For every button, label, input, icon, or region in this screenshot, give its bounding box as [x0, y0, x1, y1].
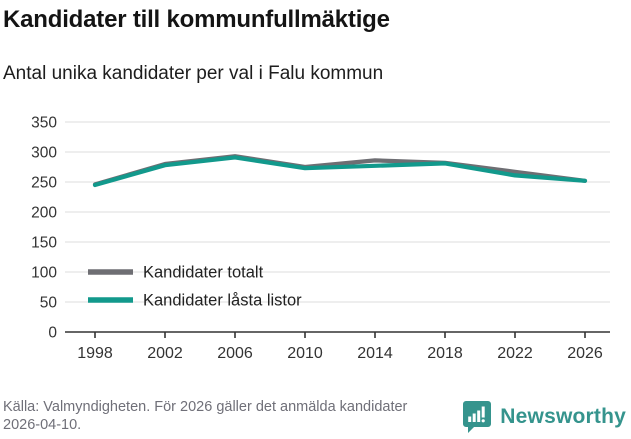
y-tick-label: 350 — [31, 115, 57, 132]
chart-canvas: 0 50 100 150 200 250 300 350 1998 2002 2006 2010 201… — [31, 115, 610, 362]
newsworthy-bubble-icon — [463, 401, 492, 433]
x-tick-label: 2014 — [357, 345, 393, 362]
legend-label: Kandidater låsta listor — [143, 292, 302, 310]
series-line-kandidater-l-sta-listor — [92, 155, 588, 188]
y-tick-label: 200 — [31, 205, 57, 222]
x-tick-label: 2010 — [287, 345, 323, 362]
y-tick-label: 100 — [31, 265, 57, 282]
y-tick-label: 250 — [31, 175, 57, 192]
x-tick-label: 2002 — [147, 345, 183, 362]
x-tick-label: 1998 — [77, 345, 113, 362]
x-tick-label: 2006 — [217, 345, 253, 362]
y-tick-label: 300 — [31, 145, 57, 162]
chart-subtitle: Antal unika kandidater per val i Falu ko… — [3, 62, 384, 84]
newsworthy-logo[interactable]: Newsworthy — [462, 400, 626, 434]
y-tick-label: 150 — [31, 235, 57, 252]
x-tick-label: 2022 — [497, 345, 533, 362]
series-line-kandidater-totalt — [92, 154, 588, 187]
x-tick-label: 2026 — [567, 345, 603, 362]
page-header: Kandidater till kommunfullmäktige Antal … — [3, 0, 623, 85]
chart-footer: Källa: Valmyndigheten. För 2026 gäller d… — [0, 392, 631, 439]
source-note: Källa: Valmyndigheten. För 2026 gäller d… — [3, 399, 408, 434]
chart-area: 0 50 100 150 200 250 300 350 1998 2002 2006 2010 201… — [0, 105, 631, 375]
brand-name: Newsworthy — [500, 405, 626, 428]
y-tick-label: 0 — [48, 325, 57, 342]
y-tick-label: 50 — [40, 295, 58, 312]
chart-title: Kandidater till kommunfullmäktige — [3, 6, 390, 33]
x-tick-label: 2018 — [427, 345, 463, 362]
legend-label: Kandidater totalt — [143, 264, 264, 282]
